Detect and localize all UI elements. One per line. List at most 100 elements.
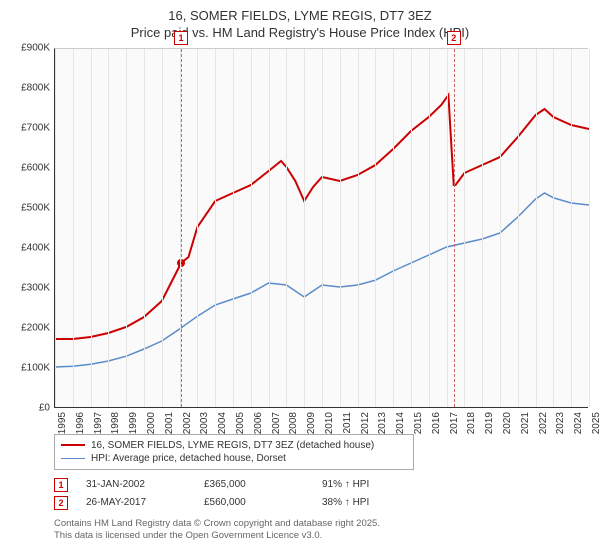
- y-tick-label: £100K: [12, 362, 50, 373]
- grid-line: [55, 49, 56, 407]
- grid-line: [73, 49, 74, 407]
- chart-title: 16, SOMER FIELDS, LYME REGIS, DT7 3EZ Pr…: [12, 8, 588, 42]
- x-tick-label: 1998: [110, 412, 121, 434]
- grid-line: [500, 49, 501, 407]
- grid-line: [393, 49, 394, 407]
- x-tick-label: 2003: [199, 412, 210, 434]
- grid-line: [340, 49, 341, 407]
- y-tick-label: £400K: [12, 242, 50, 253]
- plot-region: 12: [54, 48, 588, 408]
- legend-swatch-2: [61, 458, 85, 459]
- x-tick-label: 2022: [538, 412, 549, 434]
- transaction-row: 1 31-JAN-2002 £365,000 91% ↑ HPI: [54, 476, 588, 494]
- x-tick-label: 2021: [520, 412, 531, 434]
- grid-line: [464, 49, 465, 407]
- grid-line: [518, 49, 519, 407]
- grid-line: [162, 49, 163, 407]
- grid-line: [233, 49, 234, 407]
- grid-line: [536, 49, 537, 407]
- y-tick-label: £900K: [12, 42, 50, 53]
- x-tick-label: 2002: [182, 412, 193, 434]
- x-tick-label: 2018: [466, 412, 477, 434]
- legend-label-1: 16, SOMER FIELDS, LYME REGIS, DT7 3EZ (d…: [91, 440, 374, 451]
- x-tick-label: 2009: [306, 412, 317, 434]
- x-tick-label: 2013: [377, 412, 388, 434]
- x-tick-label: 2019: [484, 412, 495, 434]
- x-tick-label: 2001: [164, 412, 175, 434]
- grid-line: [411, 49, 412, 407]
- x-tick-label: 2024: [573, 412, 584, 434]
- grid-line: [286, 49, 287, 407]
- x-tick-label: 2016: [431, 412, 442, 434]
- x-tick-label: 2011: [342, 412, 353, 434]
- chart-area: £0 £100K £200K £300K £400K £500K £600K £700K £80…: [12, 48, 588, 428]
- grid-line: [126, 49, 127, 407]
- legend-item-1: 16, SOMER FIELDS, LYME REGIS, DT7 3EZ (d…: [61, 439, 407, 452]
- x-tick-label: 2004: [217, 412, 228, 434]
- event-marker-line: [181, 49, 182, 407]
- txn-delta: 91% ↑ HPI: [322, 479, 422, 490]
- x-tick-label: 2025: [591, 412, 600, 434]
- y-tick-label: £700K: [12, 122, 50, 133]
- txn-date: 31-JAN-2002: [86, 479, 186, 490]
- x-tick-label: 2007: [271, 412, 282, 434]
- grid-line: [251, 49, 252, 407]
- grid-line: [589, 49, 590, 407]
- txn-price: £365,000: [204, 479, 304, 490]
- transaction-rows: 1 31-JAN-2002 £365,000 91% ↑ HPI 2 26-MAY-201…: [54, 476, 588, 512]
- x-tick-label: 2006: [253, 412, 264, 434]
- txn-date: 26-MAY-2017: [86, 497, 186, 508]
- title-line2: Price paid vs. HM Land Registry's House …: [12, 25, 588, 42]
- x-tick-label: 2012: [360, 412, 371, 434]
- y-tick-label: £200K: [12, 322, 50, 333]
- grid-line: [197, 49, 198, 407]
- event-marker-box: 1: [174, 31, 188, 45]
- grid-line: [447, 49, 448, 407]
- x-tick-label: 1996: [75, 412, 86, 434]
- legend-swatch-1: [61, 444, 85, 446]
- transaction-row: 2 26-MAY-2017 £560,000 38% ↑ HPI: [54, 494, 588, 512]
- y-tick-label: £800K: [12, 82, 50, 93]
- x-tick-label: 2010: [324, 412, 335, 434]
- y-tick-label: £600K: [12, 162, 50, 173]
- legend-label-2: HPI: Average price, detached house, Dors…: [91, 453, 286, 464]
- grid-line: [322, 49, 323, 407]
- footer-line2: This data is licensed under the Open Gov…: [54, 530, 588, 542]
- y-tick-label: £500K: [12, 202, 50, 213]
- x-tick-label: 1995: [57, 412, 68, 434]
- grid-line: [429, 49, 430, 407]
- txn-price: £560,000: [204, 497, 304, 508]
- x-tick-label: 2014: [395, 412, 406, 434]
- footer-line1: Contains HM Land Registry data © Crown c…: [54, 518, 588, 530]
- event-marker-line: [454, 49, 455, 407]
- txn-marker: 2: [54, 496, 68, 510]
- chart-container: 16, SOMER FIELDS, LYME REGIS, DT7 3EZ Pr…: [0, 0, 600, 560]
- y-tick-label: £300K: [12, 282, 50, 293]
- legend: 16, SOMER FIELDS, LYME REGIS, DT7 3EZ (d…: [54, 434, 414, 470]
- grid-line: [482, 49, 483, 407]
- grid-line: [269, 49, 270, 407]
- legend-item-2: HPI: Average price, detached house, Dors…: [61, 452, 407, 465]
- x-tick-label: 2008: [288, 412, 299, 434]
- txn-marker: 1: [54, 478, 68, 492]
- x-tick-label: 2020: [502, 412, 513, 434]
- grid-line: [304, 49, 305, 407]
- x-tick-label: 2005: [235, 412, 246, 434]
- grid-line: [144, 49, 145, 407]
- grid-line: [571, 49, 572, 407]
- x-tick-label: 1999: [128, 412, 139, 434]
- event-marker-box: 2: [447, 31, 461, 45]
- grid-line: [108, 49, 109, 407]
- title-line1: 16, SOMER FIELDS, LYME REGIS, DT7 3EZ: [12, 8, 588, 25]
- grid-line: [91, 49, 92, 407]
- footer: Contains HM Land Registry data © Crown c…: [54, 518, 588, 543]
- grid-line: [215, 49, 216, 407]
- grid-line: [358, 49, 359, 407]
- grid-line: [553, 49, 554, 407]
- x-tick-label: 2015: [413, 412, 424, 434]
- x-tick-label: 1997: [93, 412, 104, 434]
- y-tick-label: £0: [12, 402, 50, 413]
- x-tick-label: 2023: [555, 412, 566, 434]
- txn-delta: 38% ↑ HPI: [322, 497, 422, 508]
- x-tick-label: 2000: [146, 412, 157, 434]
